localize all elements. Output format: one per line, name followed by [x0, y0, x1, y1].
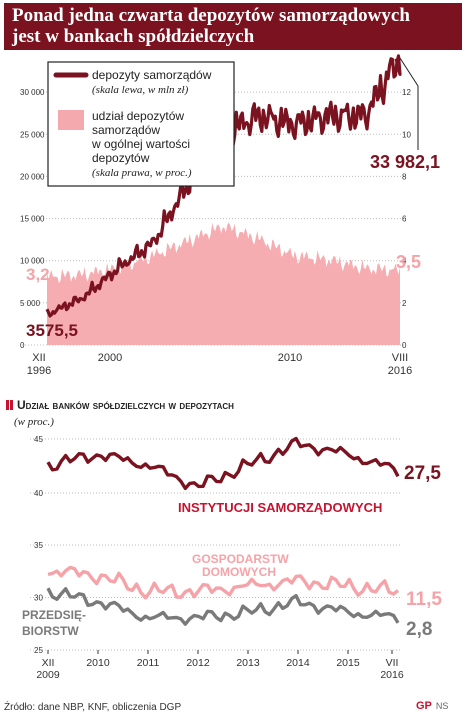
inst-line	[46, 436, 400, 491]
right-tick-label: 4	[402, 257, 407, 266]
x-tick-sublabel: 2016	[388, 365, 412, 377]
start-share-label: 3,2	[26, 265, 50, 284]
title-line-1: Ponad jedna czwarta depozytów samorządow…	[12, 5, 410, 26]
chart-title: Ponad jedna czwarta depozytów samorządow…	[4, 3, 462, 50]
chart2-y-ticks: 40 45 25 30 35	[34, 435, 43, 655]
panel1-y-label: 45	[34, 435, 43, 444]
legend-series1-note: (skala lewa, w mln zł)	[92, 84, 189, 96]
legend-area-swatch	[58, 110, 84, 130]
x-tick-label: XII	[32, 352, 45, 364]
left-tick-label: 10 000	[20, 257, 45, 266]
right-tick-label: 6	[402, 215, 407, 224]
ent-series-label-1: PRZEDSIĘ-	[22, 608, 86, 622]
section-marker-2	[10, 400, 13, 410]
inst-series-label: INSTYTUCJI SAMORZĄDOWYCH	[178, 500, 382, 515]
left-axis-ticks: 0 5 000 10 000 15 000 20 000 25 000 30 000	[20, 88, 45, 350]
chart2-series	[46, 436, 400, 626]
left-tick-label: 25 000	[20, 130, 45, 139]
x-tick-label: VII	[386, 657, 399, 669]
legend-series2-line2: samorządów	[92, 123, 160, 137]
right-tick-label: 12	[402, 88, 411, 97]
end-value-label: 33 982,1	[370, 152, 440, 172]
panel2-y-label: 30	[34, 594, 43, 603]
inst-value-label: 27,5	[404, 463, 441, 484]
right-axis-ticks: 0 2 4 6 8 10 12	[402, 88, 411, 350]
legend-series2-line3: w ogólnej wartości	[91, 137, 190, 151]
publisher-logo: GP NS	[416, 700, 448, 712]
ent-series-label-2: BIORSTW	[22, 624, 79, 638]
right-tick-label: 0	[402, 341, 407, 350]
x-tick-label: VIII	[392, 352, 409, 364]
share-area-series	[47, 222, 400, 345]
panel1-y-label: 40	[34, 489, 43, 498]
x-tick-label: 2011	[137, 657, 160, 669]
panel2-y-label: 25	[34, 646, 43, 655]
legend-series1-label: depozyty samorządów	[92, 68, 212, 82]
x-tick-label: 2010	[86, 657, 110, 669]
x-tick-label: 2000	[98, 352, 122, 364]
coop-share-chart: Udział banków spółdzielczych w depozytac…	[6, 398, 442, 681]
section-marker	[6, 400, 9, 410]
x-tick-label: 2015	[336, 657, 360, 669]
chart2-subtitle: (w proc.)	[14, 416, 54, 428]
x-tick-label: XII	[42, 657, 55, 669]
left-tick-label: 5 000	[20, 299, 41, 308]
left-tick-label: 15 000	[20, 215, 45, 224]
start-value-label: 3575,5	[26, 321, 78, 340]
chart2-title: Udział banków spółdzielczych w depozytac…	[17, 398, 234, 412]
hh-series-label-2: DOMOWYCH	[202, 565, 276, 579]
legend-series2-line4: depozytów	[92, 151, 150, 165]
x-tick-sublabel: 2016	[380, 669, 404, 681]
x-tick-label: 2012	[186, 657, 210, 669]
enterprises-line	[46, 587, 400, 626]
logo-mark: GP	[416, 700, 432, 712]
left-tick-label: 0	[20, 341, 25, 350]
source-note: Źródło: dane NBP, KNF, obliczenia DGP	[4, 702, 182, 713]
x-tick-label: 2014	[286, 657, 310, 669]
panel2-y-label: 35	[34, 541, 43, 550]
end-value-leader	[399, 57, 419, 150]
share-area	[47, 222, 400, 345]
x-tick-label: 2010	[278, 352, 302, 364]
x-tick-sublabel: 1996	[27, 365, 51, 377]
ent-value-label: 2,8	[406, 619, 432, 640]
households-line	[47, 565, 400, 600]
left-tick-label: 30 000	[20, 88, 45, 97]
hh-value-label: 11,5	[406, 589, 442, 610]
right-tick-label: 8	[402, 172, 407, 181]
legend-series2-note: (skala prawa, w proc.)	[92, 167, 192, 179]
legend-series2-line1: udział depozytów	[92, 109, 184, 123]
x-tick-label: 2013	[236, 657, 260, 669]
title-line-2: jest w bankach spółdzielczych	[12, 26, 255, 47]
left-tick-label: 20 000	[20, 172, 45, 181]
right-tick-label: 2	[402, 299, 407, 308]
x-tick-sublabel: 2009	[36, 669, 60, 681]
hh-series-label-1: GOSPODARSTW	[192, 552, 289, 566]
logo-text: NS	[435, 701, 449, 711]
right-tick-label: 10	[402, 130, 411, 139]
end-share-label: 3,5	[396, 252, 421, 272]
deposits-chart: 0 5 000 10 000 15 000 20 000 25 000 30 000 0 2 4…	[20, 54, 440, 377]
